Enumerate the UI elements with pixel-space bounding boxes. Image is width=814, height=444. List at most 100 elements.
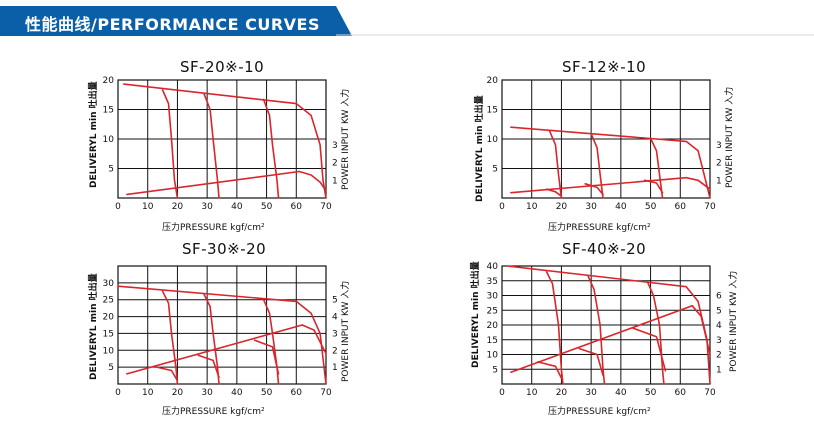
y-tick-label: 15 — [487, 106, 498, 116]
y-tick-label: 20 — [103, 76, 115, 86]
y-tick-label: 5 — [108, 363, 114, 373]
series-line-4 — [510, 176, 687, 194]
y-tick-label: 25 — [103, 296, 114, 306]
x-tick-label: 60 — [291, 202, 303, 212]
series-line-1 — [161, 89, 179, 199]
y-tick-label: 30 — [487, 292, 499, 302]
x-tick-label: 30 — [201, 388, 213, 398]
series-line-5 — [301, 324, 327, 355]
x-tick-label: 70 — [704, 202, 716, 212]
x-tick-label: 20 — [172, 388, 184, 398]
series-line-4 — [510, 305, 693, 373]
x-tick-label: 70 — [320, 202, 332, 212]
x-tick-label: 40 — [231, 202, 243, 212]
y2-tick-label: 4 — [332, 313, 338, 323]
y2-axis-label: POWER INPUT KW 入力 — [725, 86, 735, 188]
series-line-4 — [126, 324, 303, 375]
section-header: 性能曲线/PERFORMANCE CURVES — [0, 6, 814, 36]
series-line-8 — [631, 327, 667, 372]
series-line-0 — [510, 126, 711, 199]
header-bar-shape — [0, 6, 352, 36]
y2-tick-label: 1 — [716, 365, 722, 375]
series-line-2 — [203, 93, 220, 199]
y-tick-label: 15 — [103, 106, 114, 116]
y-axis-label: DELIVERYL min 吐出量 — [89, 273, 99, 380]
chart-title: SF-30※-20 — [182, 240, 267, 258]
series-line-7 — [578, 347, 604, 376]
x-tick-label: 0 — [115, 388, 121, 398]
x-tick-label: 40 — [231, 388, 243, 398]
x-axis-label: 压力PRESSURE kgf/cm² — [162, 223, 265, 233]
series-line-5 — [691, 305, 711, 356]
y2-tick-label: 4 — [716, 321, 722, 331]
series-line-7 — [197, 354, 220, 379]
chart-title: SF-40※-20 — [562, 240, 647, 258]
chart-plot-sf30: 0 10 20 30 40 50 60 70 5 10 15 20 25 30 1 2 3 4 5 — [103, 265, 338, 398]
chart-plot-sf20: 0 10 20 30 40 50 60 70 5 10 15 20 1 2 3 — [103, 76, 338, 212]
y-axis-label: DELIVERYL min 吐出量 — [471, 261, 481, 368]
x-tick-label: 30 — [585, 202, 597, 212]
chart-panel-sf20: SF-20※-10 0 10 20 30 40 50 60 70 5 10 15 20 1 2 3 压力PR… — [89, 58, 410, 240]
x-axis-label: 压力PRESSURE kgf/cm² — [162, 407, 265, 417]
series-line-1 — [161, 290, 179, 385]
y2-tick-label: 3 — [332, 141, 338, 151]
y-tick-label: 10 — [487, 351, 499, 361]
x-tick-label: 30 — [585, 388, 597, 398]
chart-panel-sf30: SF-30※-20 0 10 20 30 40 50 60 70 5 10 15 20 25 30 1 2 3 4… — [89, 240, 410, 424]
y-axis-label: DELIVERYL min 吐出量 — [89, 81, 99, 188]
chart-panel-sf40: SF-40※-20 0 10 20 30 40 50 60 70 5 10 15 20 25 30 35 40… — [471, 240, 786, 424]
series-line-1 — [548, 129, 563, 199]
x-tick-label: 10 — [526, 202, 538, 212]
x-tick-label: 50 — [645, 202, 657, 212]
chart-plot-sf12: 0 10 20 30 40 50 60 70 5 10 15 20 1 2 3 — [487, 76, 722, 212]
x-tick-label: 60 — [291, 388, 303, 398]
y-tick-label: 20 — [103, 313, 115, 323]
series-line-8 — [253, 339, 280, 375]
y-tick-label: 10 — [487, 135, 499, 145]
y-tick-label: 15 — [487, 336, 498, 346]
y-tick-label: 40 — [487, 262, 499, 272]
x-tick-label: 20 — [556, 202, 568, 212]
y-tick-label: 20 — [487, 321, 499, 331]
plot-frame — [117, 265, 327, 385]
y2-axis-label: POWER INPUT KW 入力 — [729, 270, 739, 372]
x-tick-label: 50 — [645, 388, 657, 398]
plot-frame — [501, 79, 711, 199]
y2-tick-label: 3 — [716, 141, 722, 151]
series-line-0 — [507, 265, 711, 385]
y-tick-label: 30 — [103, 279, 115, 289]
series-line-0 — [117, 285, 327, 385]
y2-tick-label: 5 — [716, 306, 722, 316]
x-tick-label: 0 — [499, 202, 505, 212]
x-tick-label: 10 — [142, 202, 154, 212]
x-tick-label: 70 — [320, 388, 332, 398]
y-tick-label: 35 — [487, 277, 498, 287]
page-title: 性能曲线/PERFORMANCE CURVES — [25, 15, 321, 34]
chart-title: SF-20※-10 — [180, 58, 265, 76]
chart-panel-sf12: SF-12※-10 0 10 20 30 40 50 60 70 5 10 15 20 1 2 3 压力PR… — [475, 58, 786, 240]
x-tick-label: 20 — [556, 388, 568, 398]
x-tick-label: 0 — [115, 202, 121, 212]
y-tick-label: 10 — [103, 346, 115, 356]
y2-axis-label: POWER INPUT KW 入力 — [341, 280, 351, 382]
series-line-6 — [536, 361, 563, 379]
y2-tick-label: 2 — [716, 159, 722, 169]
series-line-5 — [298, 170, 327, 192]
x-tick-label: 0 — [499, 388, 505, 398]
series-line-3 — [646, 281, 665, 385]
y-tick-label: 5 — [492, 365, 498, 375]
plot-frame — [501, 265, 711, 385]
y2-tick-label: 3 — [332, 329, 338, 339]
y-tick-label: 25 — [487, 306, 498, 316]
header-banner — [0, 6, 814, 36]
x-tick-label: 50 — [261, 202, 273, 212]
y-tick-label: 5 — [492, 165, 498, 175]
x-tick-label: 40 — [615, 202, 627, 212]
x-tick-label: 60 — [675, 388, 687, 398]
chart-title: SF-12※-10 — [562, 58, 647, 76]
y2-tick-label: 1 — [332, 363, 338, 373]
y2-tick-label: 1 — [332, 176, 338, 186]
y2-tick-label: 6 — [716, 292, 722, 302]
y-tick-label: 15 — [103, 329, 114, 339]
y2-tick-label: 2 — [332, 346, 338, 356]
